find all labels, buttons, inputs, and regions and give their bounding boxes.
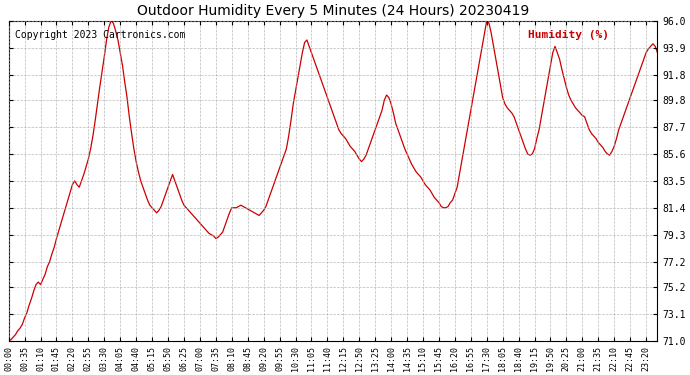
Text: Humidity (%): Humidity (%) bbox=[528, 30, 609, 40]
Title: Outdoor Humidity Every 5 Minutes (24 Hours) 20230419: Outdoor Humidity Every 5 Minutes (24 Hou… bbox=[137, 4, 529, 18]
Text: Copyright 2023 Cartronics.com: Copyright 2023 Cartronics.com bbox=[15, 30, 186, 40]
